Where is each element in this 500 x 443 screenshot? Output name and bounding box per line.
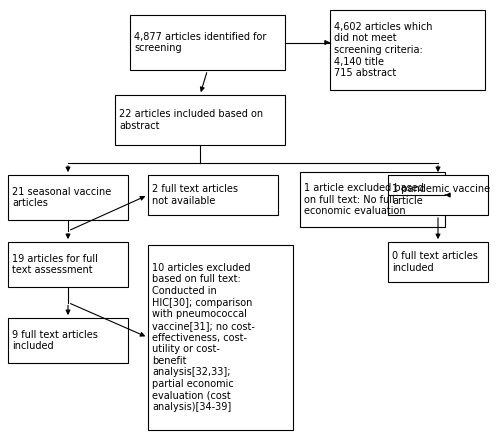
Text: 1 article excluded based
on full text: No full
economic evaluation: 1 article excluded based on full text: N…: [304, 183, 424, 216]
FancyBboxPatch shape: [8, 242, 128, 287]
Text: 10 articles excluded
based on full text:
Conducted in
HIC[30]; comparison
with p: 10 articles excluded based on full text:…: [152, 263, 255, 412]
FancyBboxPatch shape: [388, 175, 488, 215]
Text: 22 articles included based on
abstract: 22 articles included based on abstract: [119, 109, 263, 131]
Text: 9 full text articles
included: 9 full text articles included: [12, 330, 98, 351]
Text: 2 full text articles
not available: 2 full text articles not available: [152, 184, 238, 206]
Text: 19 articles for full
text assessment: 19 articles for full text assessment: [12, 254, 98, 275]
Text: 21 seasonal vaccine
articles: 21 seasonal vaccine articles: [12, 187, 111, 208]
FancyBboxPatch shape: [148, 245, 293, 430]
FancyBboxPatch shape: [8, 318, 128, 363]
FancyBboxPatch shape: [130, 15, 285, 70]
Text: 4,877 articles identified for
screening: 4,877 articles identified for screening: [134, 32, 266, 53]
FancyBboxPatch shape: [388, 242, 488, 282]
FancyBboxPatch shape: [300, 172, 445, 227]
FancyBboxPatch shape: [330, 10, 485, 90]
FancyBboxPatch shape: [8, 175, 128, 220]
FancyBboxPatch shape: [115, 95, 285, 145]
Text: 0 full text articles
included: 0 full text articles included: [392, 251, 478, 273]
Text: 4,602 articles which
did not meet
screening criteria:
4,140 title
715 abstract: 4,602 articles which did not meet screen…: [334, 22, 432, 78]
FancyBboxPatch shape: [148, 175, 278, 215]
Text: 1 pandemic vaccine
article: 1 pandemic vaccine article: [392, 184, 490, 206]
